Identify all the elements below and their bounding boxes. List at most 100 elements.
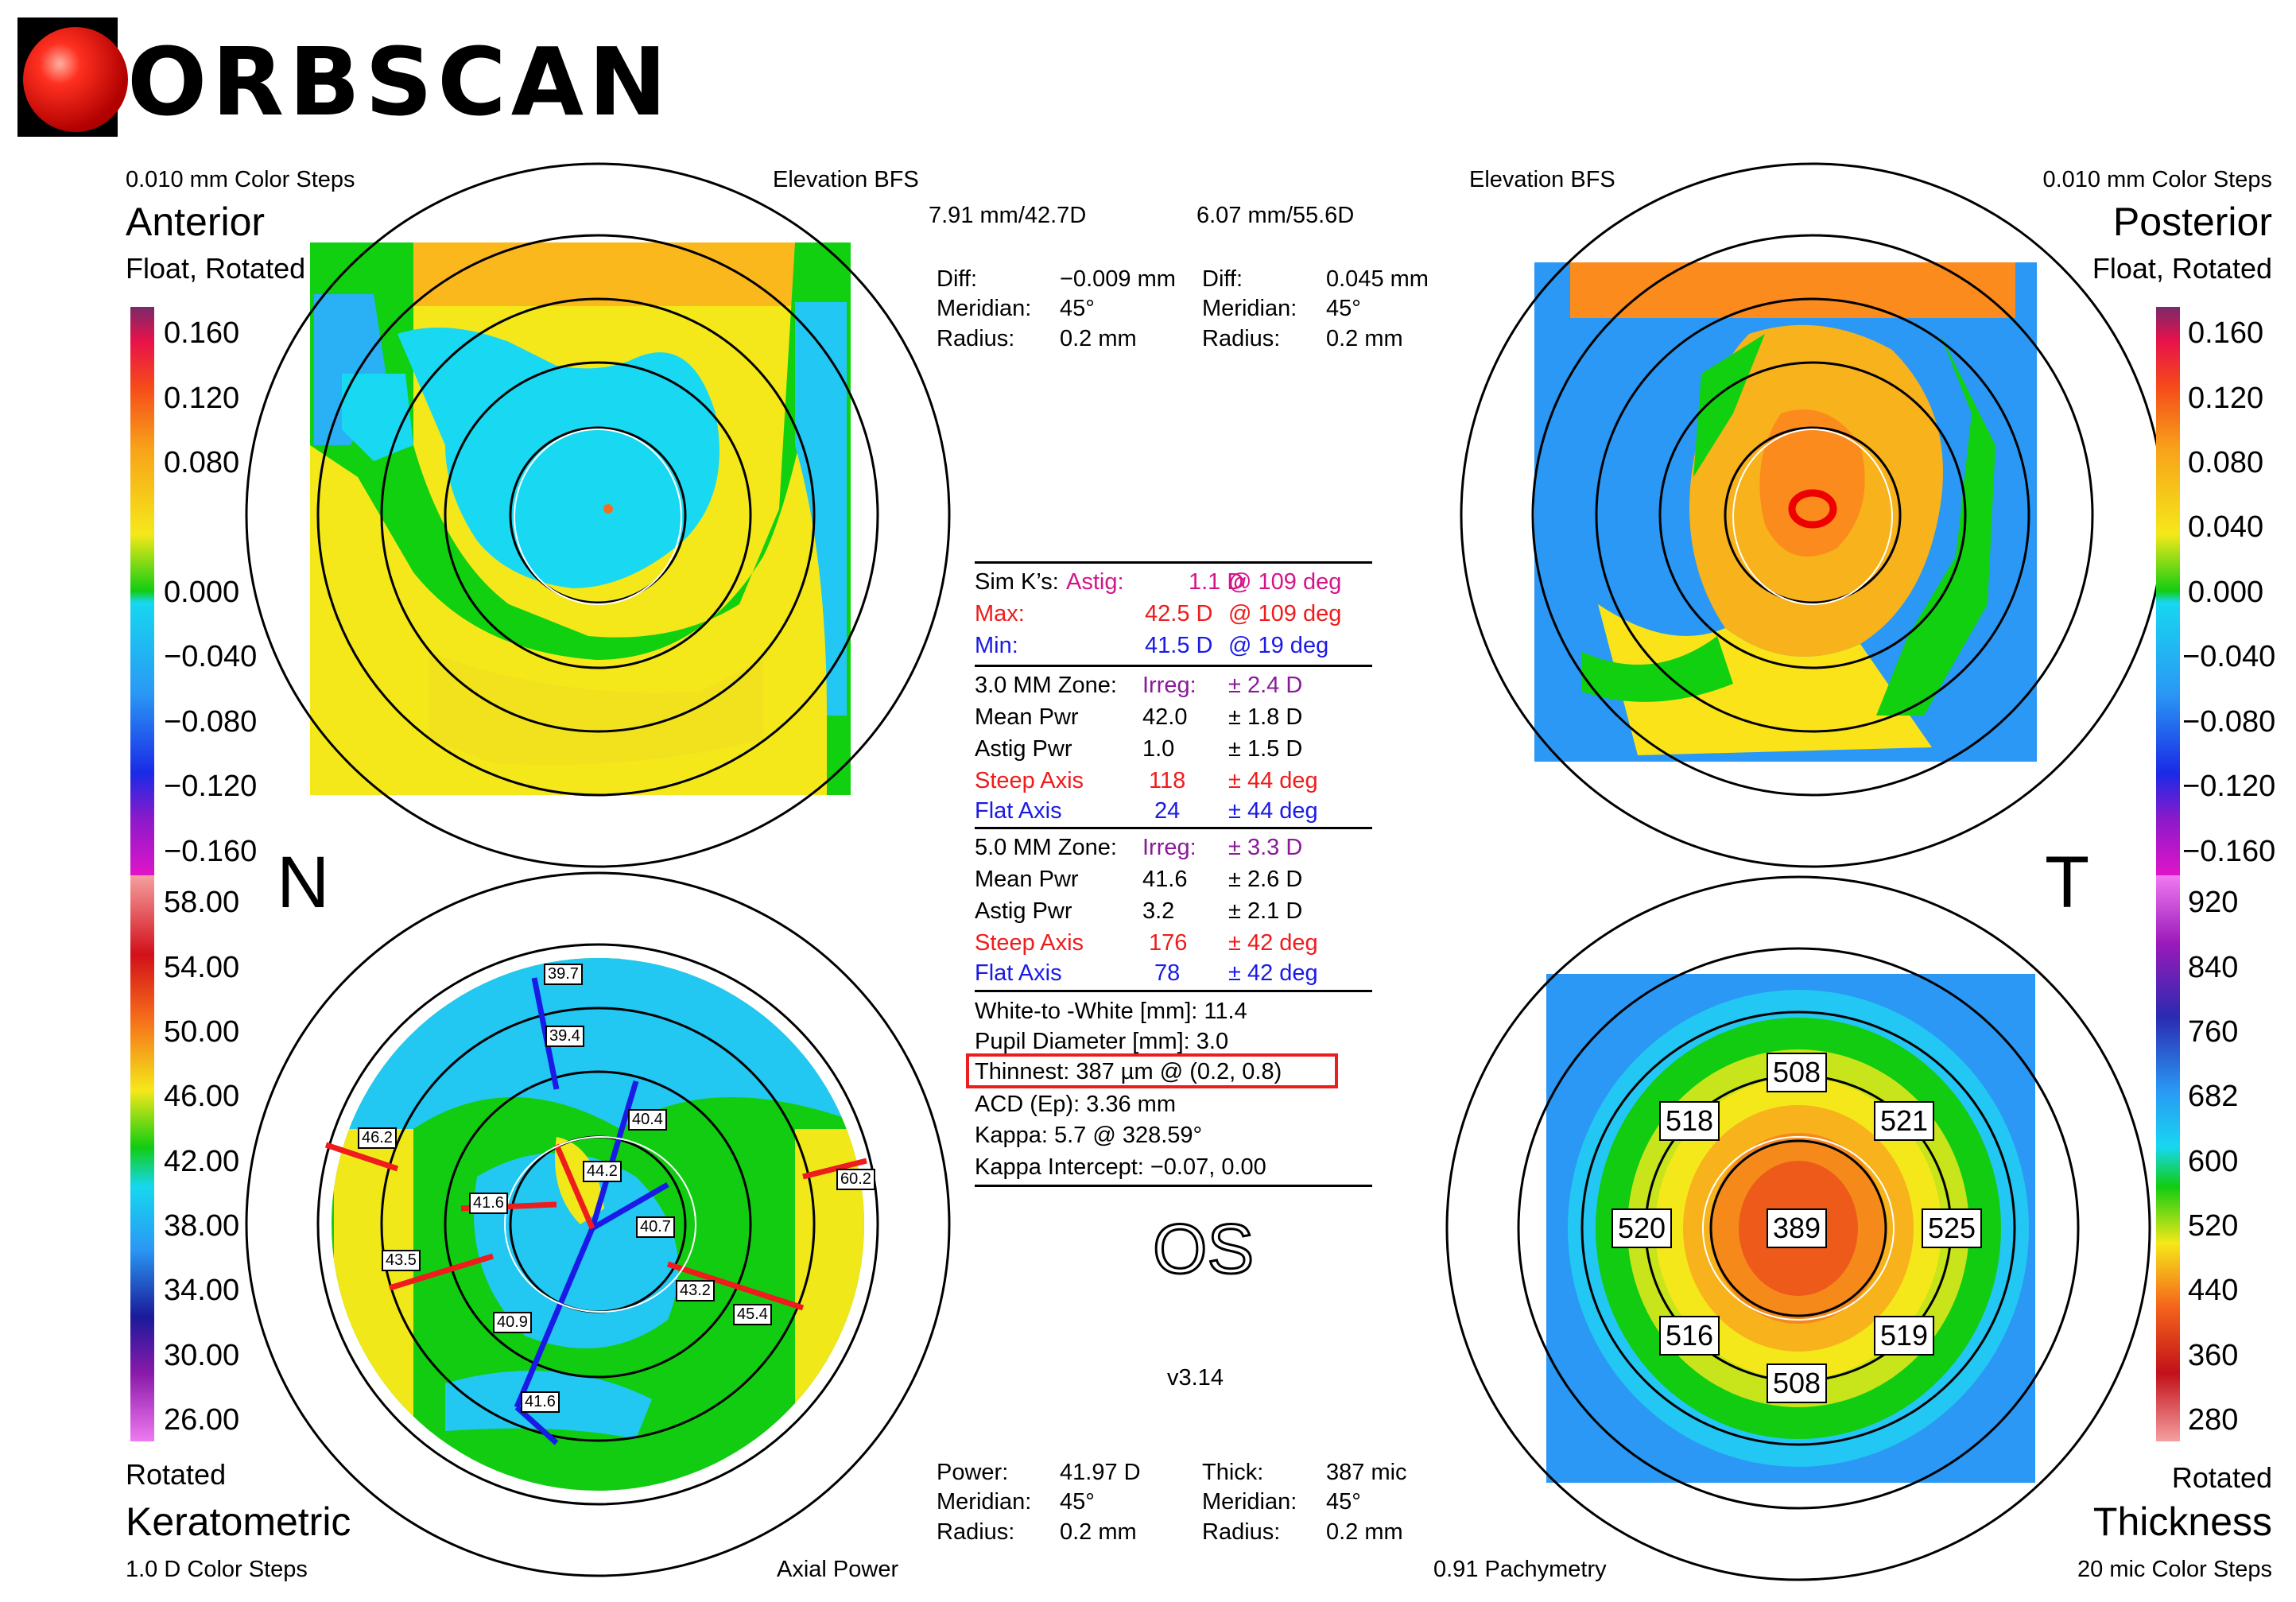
scale-tick: 360 — [2188, 1339, 2239, 1372]
axis-label: 40.7 — [636, 1216, 675, 1238]
scale-tick: 0.120 — [164, 382, 240, 415]
zone3-mean-value: 42.0 — [1142, 704, 1188, 730]
power-value: 41.97 D — [1060, 1460, 1141, 1485]
zone5-label: 5.0 MM Zone: — [975, 835, 1117, 860]
zone5-steep-sd: ± 42 deg — [1228, 930, 1318, 956]
scale-tick: 600 — [2188, 1145, 2239, 1178]
simk-label: Sim K’s: — [975, 569, 1059, 595]
scale-tick: −0.160 — [164, 835, 258, 868]
posterior-elevation-map — [1460, 162, 2166, 868]
keratometric-color-steps: 1.0 D Color Steps — [126, 1557, 308, 1582]
scale-tick: 520 — [2188, 1209, 2239, 1243]
pupil-diameter: Pupil Diameter [mm]: 3.0 — [975, 1029, 1229, 1054]
scale-tick: 0.000 — [164, 576, 240, 609]
astig-axis: @ 109 deg — [1228, 569, 1342, 595]
max-value: 42.5 D — [1145, 601, 1213, 626]
zone5-astig-label: Astig Pwr — [975, 898, 1072, 924]
scale-tick: −0.080 — [2182, 705, 2276, 739]
zone5-astig-value: 3.2 — [1142, 898, 1175, 924]
axis-label: 44.2 — [583, 1161, 622, 1182]
scale-tick: −0.040 — [2182, 640, 2276, 673]
zone3-astig-value: 1.0 — [1142, 736, 1175, 762]
kera-meridian-label: Meridian: — [937, 1489, 1032, 1515]
scale-tick: 46.00 — [164, 1080, 240, 1113]
scale-tick: −0.120 — [164, 770, 258, 803]
zone5-flat-label: Flat Axis — [975, 960, 1062, 986]
orbscan-logo: ORBSCAN — [16, 14, 667, 142]
logo-ball-icon — [17, 17, 128, 137]
keratometric-title: Keratometric — [126, 1499, 351, 1544]
zone3-astig-label: Astig Pwr — [975, 736, 1072, 762]
zone5-irreg-value: ± 3.3 D — [1228, 835, 1303, 860]
logo-text: ORBSCAN — [127, 27, 672, 137]
eye-label: OS — [1151, 1208, 1255, 1290]
thickness-title: Thickness — [2092, 1499, 2272, 1544]
nasal-marker: N — [277, 842, 330, 923]
anterior-subtitle: Float, Rotated — [126, 252, 306, 285]
thick-radius-label: Radius: — [1202, 1519, 1281, 1545]
anterior-elevation-map — [245, 162, 951, 868]
zone5-steep-value: 176 — [1149, 930, 1188, 956]
thinnest-point: Thinnest: 387 µm @ (0.2, 0.8) — [975, 1059, 1282, 1084]
posterior-bfs: 6.07 mm/55.6D — [1196, 203, 1355, 228]
thickness-value: 389 — [1767, 1208, 1828, 1248]
kappa-intercept: Kappa Intercept: −0.07, 0.00 — [975, 1154, 1266, 1180]
thickness-color-steps: 20 mic Color Steps — [2077, 1557, 2272, 1582]
thickness-value: 516 — [1659, 1316, 1720, 1356]
axis-label: 39.7 — [544, 964, 583, 985]
posterior-meridian-label: Meridian: — [1202, 296, 1297, 321]
anterior-bfs: 7.91 mm/42.7D — [929, 203, 1087, 228]
scale-tick: 682 — [2188, 1080, 2239, 1113]
scale-tick: 0.120 — [2188, 382, 2264, 415]
thickness-map-type: 0.91 Pachymetry — [1433, 1557, 1607, 1582]
min-label: Min: — [975, 633, 1018, 658]
scale-tick: −0.040 — [164, 640, 258, 673]
scale-tick: −0.080 — [164, 705, 258, 739]
thickness-value: 519 — [1874, 1316, 1935, 1356]
zone3-irreg-label: Irreg: — [1142, 673, 1196, 698]
thickness-value: 518 — [1659, 1101, 1720, 1141]
scale-tick: 50.00 — [164, 1015, 240, 1049]
zone5-flat-sd: ± 42 deg — [1228, 960, 1318, 986]
zone5-astig-sd: ± 2.1 D — [1228, 898, 1303, 924]
thickness-value: 520 — [1611, 1208, 1673, 1248]
posterior-diff-label: Diff: — [1202, 266, 1243, 292]
thick-meridian-value: 45° — [1326, 1489, 1361, 1515]
posterior-radius-label: Radius: — [1202, 326, 1281, 351]
anterior-color-steps: 0.010 mm Color Steps — [126, 167, 355, 192]
posterior-radius-value: 0.2 mm — [1326, 326, 1403, 351]
thickness-value: 508 — [1767, 1053, 1828, 1092]
scale-tick: 760 — [2188, 1015, 2239, 1049]
axis-label: 41.6 — [521, 1391, 560, 1413]
kappa: Kappa: 5.7 @ 328.59° — [975, 1123, 1203, 1148]
power-label: Power: — [937, 1460, 1009, 1485]
scale-tick: −0.120 — [2182, 770, 2276, 803]
thick-radius-value: 0.2 mm — [1326, 1519, 1403, 1545]
thickness-value: 525 — [1922, 1208, 1983, 1248]
zone3-flat-value: 24 — [1154, 798, 1181, 824]
white-to-white: White-to -White [mm]: 11.4 — [975, 999, 1247, 1024]
zone5-mean-value: 41.6 — [1142, 867, 1188, 892]
posterior-diff-value: 0.045 mm — [1326, 266, 1429, 292]
anterior-radius-label: Radius: — [937, 326, 1015, 351]
zone3-irreg-value: ± 2.4 D — [1228, 673, 1303, 698]
acd: ACD (Ep): 3.36 mm — [975, 1092, 1176, 1117]
axis-label: 39.4 — [545, 1026, 584, 1047]
posterior-color-steps: 0.010 mm Color Steps — [2042, 167, 2272, 192]
axis-label: 45.4 — [733, 1304, 772, 1325]
scale-tick: 38.00 — [164, 1209, 240, 1243]
anterior-diff-value: −0.009 mm — [1060, 266, 1176, 292]
astig-label: Astig: — [1066, 569, 1124, 595]
scale-tick: −0.160 — [2182, 835, 2276, 868]
zone3-mean-sd: ± 1.8 D — [1228, 704, 1303, 730]
scale-tick: 840 — [2188, 951, 2239, 984]
zone5-steep-label: Steep Axis — [975, 930, 1084, 956]
thickness-rotated: Rotated — [2171, 1461, 2272, 1494]
zone3-label: 3.0 MM Zone: — [975, 673, 1117, 698]
zone5-irreg-label: Irreg: — [1142, 835, 1196, 860]
kera-radius-value: 0.2 mm — [1060, 1519, 1137, 1545]
axis-label: 41.6 — [469, 1193, 508, 1214]
anterior-meridian-label: Meridian: — [937, 296, 1032, 321]
max-axis: @ 109 deg — [1228, 601, 1342, 626]
